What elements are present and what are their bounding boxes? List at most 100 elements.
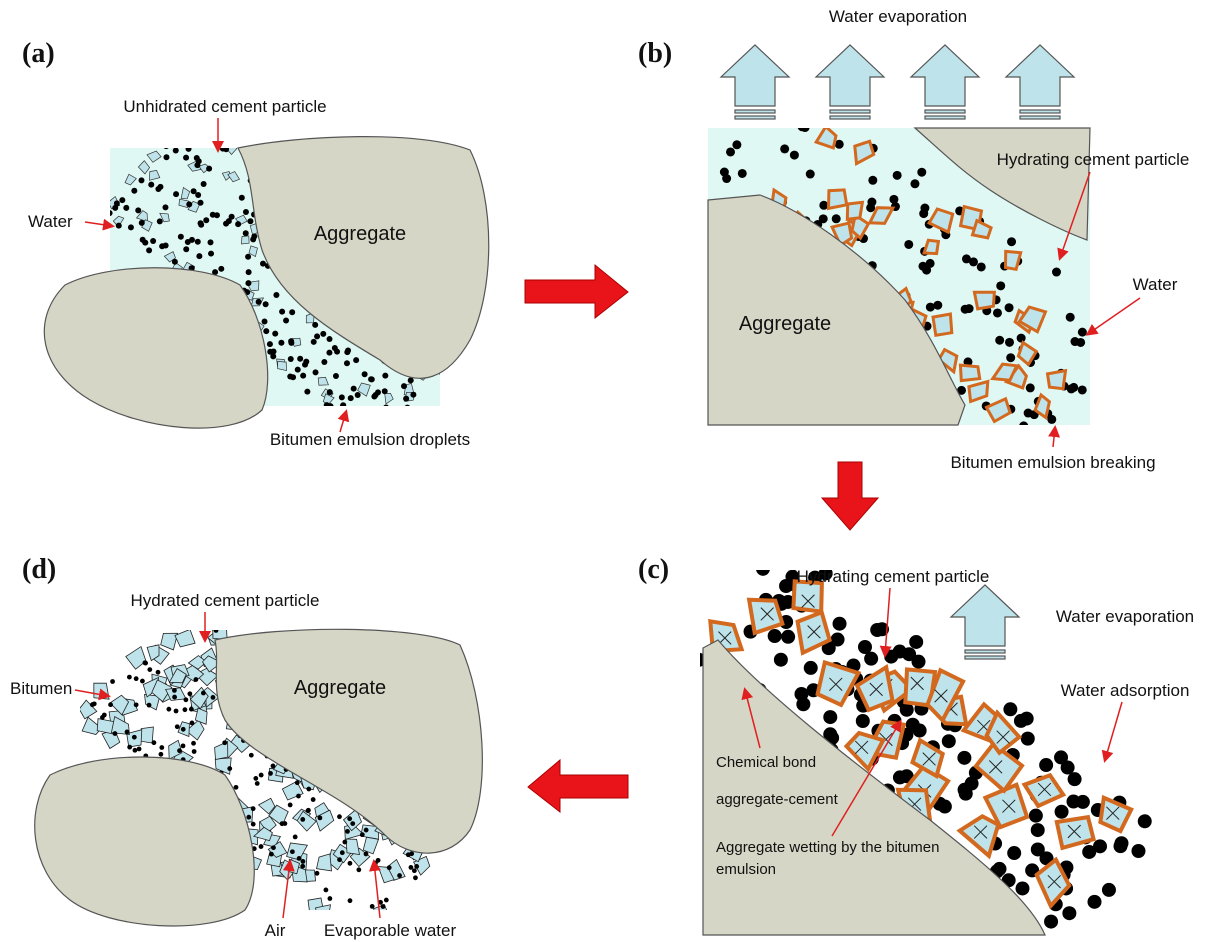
bitumen-droplet	[1007, 846, 1021, 860]
bitumen-droplet	[173, 191, 179, 197]
bitumen-film	[251, 806, 256, 811]
bitumen-film	[350, 821, 355, 826]
bitumen-droplet	[155, 186, 161, 192]
bitumen-droplet	[780, 144, 789, 153]
bitumen-film	[381, 904, 386, 909]
bitumen-droplet	[205, 118, 211, 124]
bitumen-droplet	[1031, 823, 1045, 837]
bitumen-droplet	[904, 240, 913, 249]
cement-particle	[241, 236, 249, 244]
bitumen-film	[159, 752, 164, 757]
bitumen-droplet	[917, 168, 926, 177]
bitumen-droplet	[235, 221, 241, 227]
cement-particle	[773, 79, 794, 100]
annotation: Hydrating cement particle	[797, 567, 990, 586]
annotation: Water	[1133, 275, 1178, 294]
bitumen-droplet	[139, 220, 145, 226]
bitumen-film	[184, 697, 189, 702]
bitumen-film	[414, 864, 419, 869]
evaporation-arrow	[951, 585, 1019, 646]
cement-particle	[829, 190, 847, 209]
bitumen-droplet	[1044, 915, 1058, 929]
bitumen-droplet	[313, 369, 319, 375]
bitumen-droplet	[183, 246, 189, 252]
bitumen-droplet	[272, 331, 278, 337]
bitumen-droplet	[832, 214, 841, 223]
bitumen-droplet	[977, 262, 986, 271]
bitumen-film	[222, 740, 227, 745]
bitumen-droplet	[995, 336, 1004, 345]
bitumen-droplet	[184, 125, 190, 131]
bitumen-droplet	[794, 687, 808, 701]
bitumen-droplet	[208, 251, 214, 257]
annotation: Aggregate wetting by the bitumen	[716, 839, 939, 856]
bitumen-film	[191, 741, 196, 746]
evaporation-stripe	[1020, 116, 1060, 119]
bitumen-droplet	[327, 389, 333, 395]
bitumen-film	[201, 691, 206, 696]
bitumen-droplet	[187, 132, 193, 138]
evaporation-stripe	[965, 656, 1005, 659]
bitumen-film	[110, 679, 115, 684]
bitumen-droplet	[198, 222, 204, 228]
cement-particle	[924, 240, 938, 253]
bitumen-droplet	[1021, 732, 1035, 746]
bitumen-film	[181, 743, 186, 748]
bitumen-film	[271, 764, 276, 769]
bitumen-droplet	[401, 383, 407, 389]
annotation: Chemical bond	[716, 754, 816, 771]
bitumen-film	[211, 695, 216, 700]
bitumen-film	[142, 660, 147, 665]
bitumen-droplet	[768, 629, 782, 643]
bitumen-droplet	[195, 192, 201, 198]
bitumen-film	[306, 787, 311, 792]
bitumen-droplet	[1066, 795, 1080, 809]
annotation: Bitumen emulsion droplets	[270, 430, 470, 449]
annotation: Aggregate	[294, 677, 386, 699]
cement-particle	[847, 202, 862, 219]
bitumen-droplet	[229, 214, 235, 220]
cement-particle	[974, 292, 994, 309]
bitumen-film	[315, 871, 320, 876]
bitumen-droplet	[186, 201, 192, 207]
bitumen-droplet	[172, 259, 178, 265]
bitumen-droplet	[203, 217, 209, 223]
bitumen-film	[356, 867, 361, 872]
bitumen-droplet	[1131, 844, 1145, 858]
bitumen-droplet	[198, 130, 204, 136]
bitumen-droplet	[196, 158, 202, 164]
bitumen-film	[364, 852, 369, 857]
annotation: Bitumen	[10, 679, 72, 698]
bitumen-droplet	[1020, 425, 1029, 434]
bitumen-film	[268, 771, 273, 776]
bitumen-droplet	[993, 308, 1002, 317]
bitumen-droplet	[962, 254, 971, 263]
bitumen-film	[337, 814, 342, 819]
bitumen-film	[134, 702, 139, 707]
cement-particle	[126, 647, 146, 670]
bitumen-droplet	[142, 240, 148, 246]
bitumen-film	[255, 781, 260, 786]
panel-label: (b)	[638, 38, 672, 69]
annotation: emulsion	[716, 861, 776, 878]
bitumen-droplet	[225, 133, 231, 139]
bitumen-droplet	[345, 348, 351, 354]
evaporation-stripe	[1020, 110, 1060, 113]
bitumen-film	[295, 780, 300, 785]
bitumen-droplet	[320, 331, 326, 337]
bitumen-droplet	[1015, 881, 1029, 895]
bitumen-droplet	[833, 617, 847, 631]
bitumen-droplet	[403, 396, 409, 402]
bitumen-droplet	[365, 414, 371, 420]
bitumen-film	[364, 828, 369, 833]
cement-particle	[194, 123, 204, 134]
bitumen-droplet	[330, 406, 336, 412]
bitumen-droplet	[909, 635, 923, 649]
bitumen-droplet	[107, 210, 113, 216]
bitumen-film	[147, 667, 152, 672]
bitumen-droplet	[798, 122, 807, 131]
bitumen-droplet	[1003, 702, 1017, 716]
bitumen-film	[293, 834, 298, 839]
cement-particle	[1048, 371, 1066, 389]
leader	[85, 222, 112, 226]
